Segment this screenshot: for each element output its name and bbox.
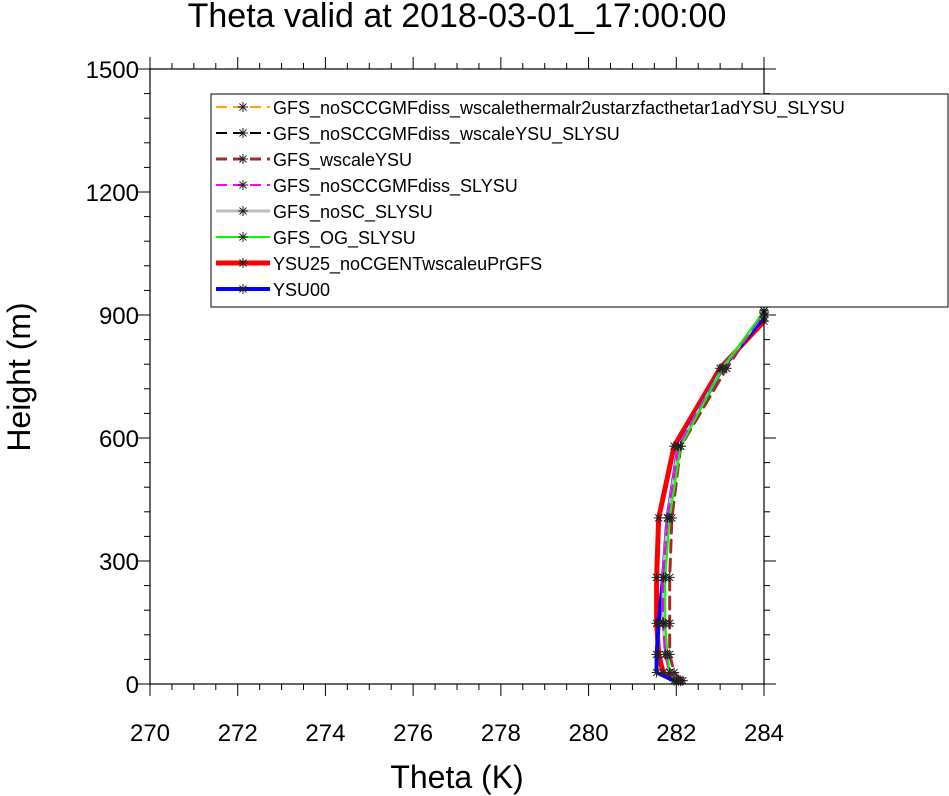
legend-label-7: YSU00 <box>273 280 330 300</box>
series-7-point <box>651 667 662 678</box>
x-tick-label: 280 <box>569 720 609 747</box>
legend-label-4: GFS_noSC_SLYSU <box>273 202 433 223</box>
series-7-point <box>662 512 673 523</box>
series-6-point <box>653 512 664 523</box>
series-7-point <box>653 618 664 629</box>
legend-marker-7 <box>238 284 248 294</box>
series-layer <box>651 305 769 686</box>
legend: GFS_noSCCGMFdiss_wscalethermalr2ustarzfa… <box>210 93 949 308</box>
y-axis-label: Height (m) <box>1 302 37 451</box>
series-7-point <box>651 649 662 660</box>
series-6-point <box>651 572 662 583</box>
x-tick-label: 284 <box>744 720 784 747</box>
y-tick-label: 0 <box>126 672 139 699</box>
legend-label-3: GFS_noSCCGMFdiss_SLYSU <box>273 176 518 197</box>
legend-marker-3 <box>238 180 248 190</box>
x-tick-label: 282 <box>656 720 696 747</box>
y-tick-label: 1200 <box>86 180 139 207</box>
x-axis-label: Theta (K) <box>390 759 523 795</box>
legend-label-0: GFS_noSCCGMFdiss_wscalethermalr2ustarzfa… <box>273 98 845 119</box>
legend-label-5: GFS_OG_SLYSU <box>273 228 416 249</box>
series-5-point <box>660 618 671 629</box>
legend-label-2: GFS_wscaleYSU <box>273 150 412 171</box>
series-7-point <box>717 363 728 374</box>
y-tick-label: 600 <box>99 426 139 453</box>
legend-label-1: GFS_noSCCGMFdiss_wscaleYSU_SLYSU <box>273 124 620 145</box>
y-tick-label: 300 <box>99 549 139 576</box>
legend-box <box>210 93 949 308</box>
series-7-point <box>658 572 669 583</box>
y-tick-label: 900 <box>99 303 139 330</box>
y-tick-label: 1500 <box>86 57 139 84</box>
x-tick-label: 270 <box>130 720 170 747</box>
series-5-point <box>662 649 673 660</box>
chart-title: Theta valid at 2018-03-01_17:00:00 <box>188 0 727 35</box>
x-tick-label: 274 <box>305 720 345 747</box>
legend-label-6: YSU25_noCGENTwscaleuPrGFS <box>273 254 542 275</box>
legend-marker-0 <box>238 102 248 112</box>
series-7-point <box>673 441 684 452</box>
x-tick-label: 278 <box>481 720 521 747</box>
plot-frame <box>149 68 765 685</box>
x-tick-label: 276 <box>393 720 433 747</box>
legend-marker-6 <box>238 258 248 268</box>
legend-marker-5 <box>238 232 248 242</box>
legend-marker-2 <box>238 154 248 164</box>
x-tick-label: 272 <box>218 720 258 747</box>
legend-marker-1 <box>238 128 248 138</box>
legend-marker-4 <box>238 206 248 216</box>
axes-layer: 270 272 274 276 278 280 282 284 0 300 600 900 1200 15… <box>86 57 784 747</box>
